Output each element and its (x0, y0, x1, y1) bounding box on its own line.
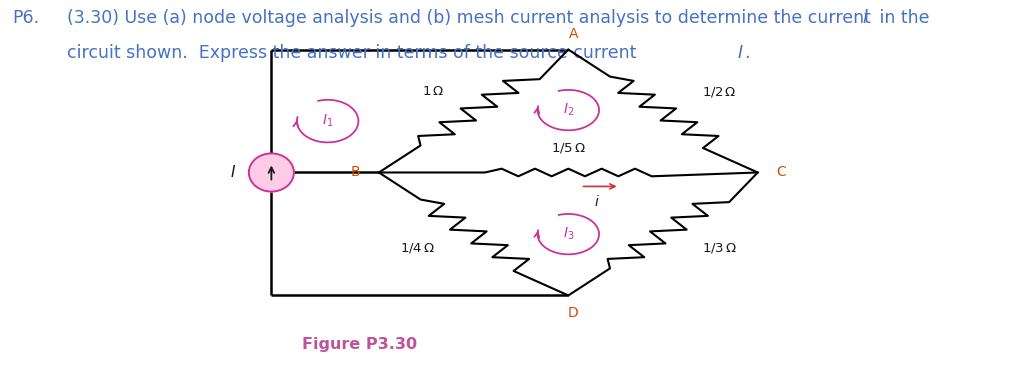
Text: Figure P3.30: Figure P3.30 (302, 337, 417, 352)
Text: in the: in the (874, 9, 930, 27)
Text: $I$: $I$ (230, 164, 237, 181)
Text: circuit shown.  Express the answer in terms of the source current: circuit shown. Express the answer in ter… (67, 44, 641, 62)
Text: D: D (568, 306, 579, 320)
Text: (3.30) Use (a) node voltage analysis and (b) mesh current analysis to determine : (3.30) Use (a) node voltage analysis and… (67, 9, 876, 27)
Text: I: I (737, 44, 742, 62)
Text: $I_2$: $I_2$ (562, 102, 574, 118)
Text: i: i (862, 9, 867, 27)
Text: $1/3\,\Omega$: $1/3\,\Omega$ (701, 241, 737, 255)
Ellipse shape (249, 153, 294, 192)
Text: $1/5\,\Omega$: $1/5\,\Omega$ (551, 141, 586, 155)
Text: $I_1$: $I_1$ (322, 113, 334, 129)
Text: .: . (744, 44, 750, 62)
Text: B: B (351, 166, 360, 179)
Text: P6.: P6. (12, 9, 39, 27)
Text: $1\,\Omega$: $1\,\Omega$ (422, 85, 443, 98)
Text: $1/2\,\Omega$: $1/2\,\Omega$ (702, 85, 736, 99)
Text: A: A (568, 28, 579, 41)
Text: $i$: $i$ (594, 194, 600, 209)
Text: $1/4\,\Omega$: $1/4\,\Omega$ (399, 241, 435, 255)
Text: $I_3$: $I_3$ (562, 226, 574, 242)
Text: C: C (776, 166, 786, 179)
